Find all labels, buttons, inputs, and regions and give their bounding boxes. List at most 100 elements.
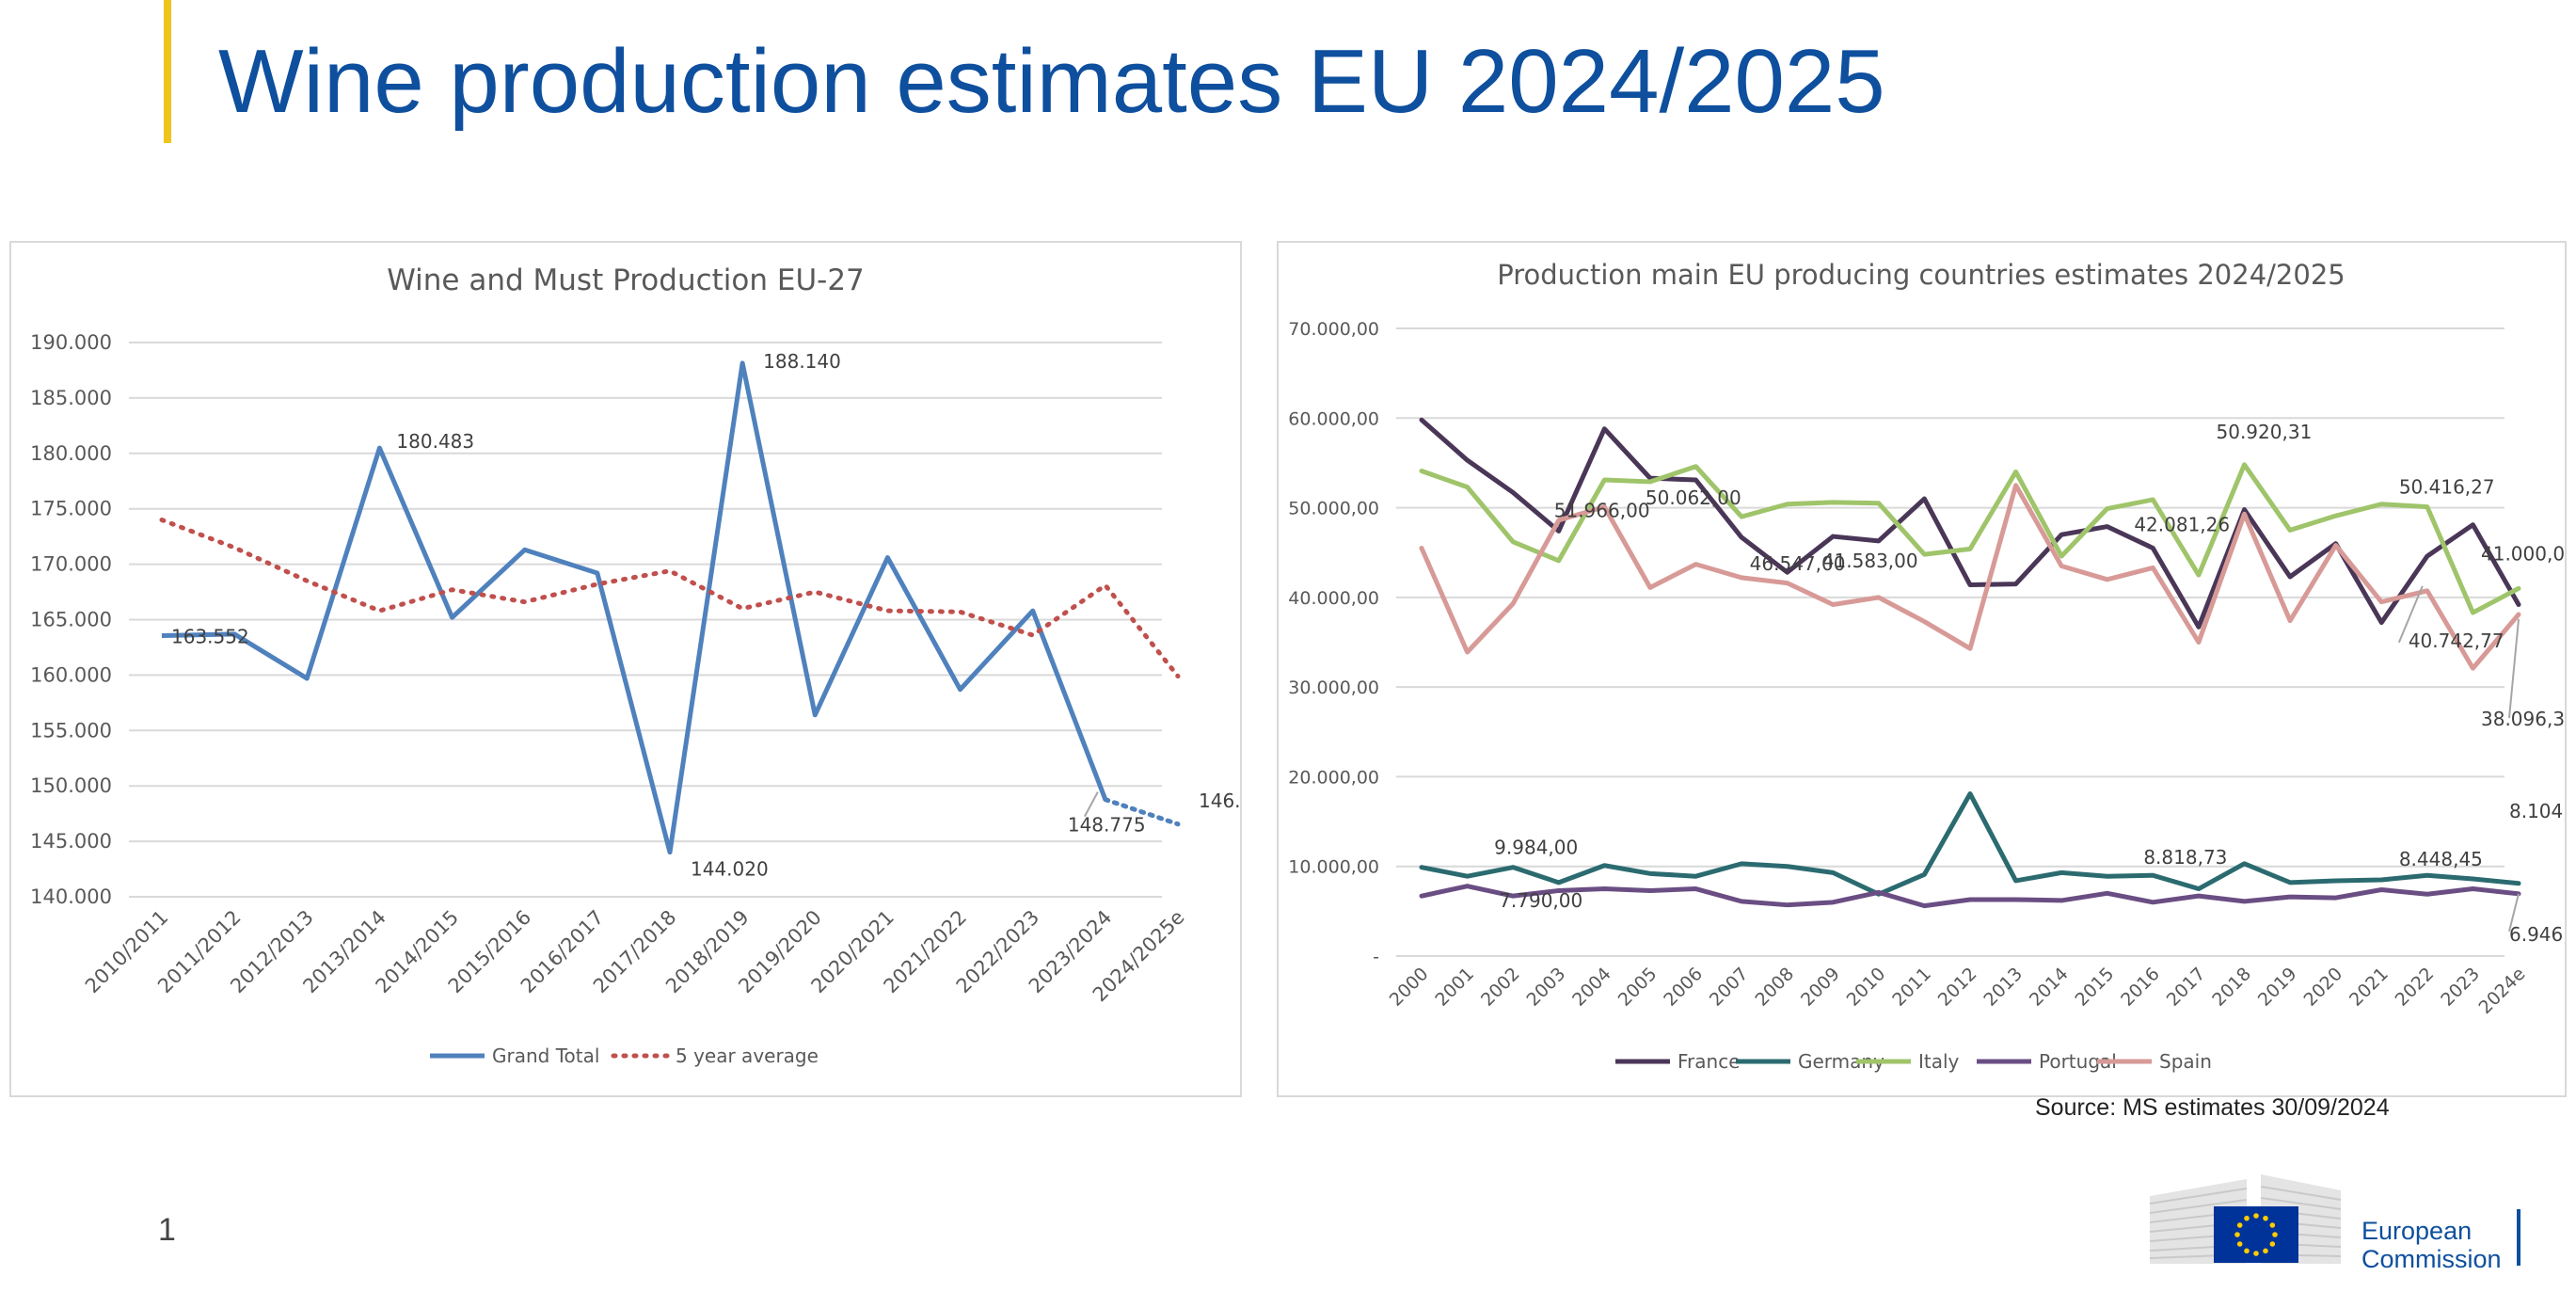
- y-tick-label: 185.000: [30, 387, 112, 409]
- x-tick-label: 2022: [2392, 964, 2439, 1011]
- flag-star: [2244, 1248, 2250, 1254]
- legend-item: France: [1615, 1050, 1741, 1073]
- data-label: 7.790,00: [1499, 889, 1582, 912]
- y-tick-label: 60.000,00: [1288, 408, 1379, 429]
- y-tick-label: 165.000: [30, 609, 112, 631]
- x-tick-label: 2003: [1523, 964, 1570, 1011]
- data-label: 188.140: [763, 350, 841, 373]
- x-tick-label: 2000: [1386, 964, 1433, 1011]
- y-tick-label: 190.000: [30, 331, 112, 354]
- y-tick-label: -: [1373, 947, 1379, 967]
- flag-star: [2272, 1232, 2278, 1237]
- x-tick-label: 2016: [2117, 964, 2164, 1011]
- flag-star: [2236, 1222, 2243, 1228]
- y-tick-label: 145.000: [30, 830, 112, 853]
- legend-label: 5 year average: [676, 1045, 819, 1067]
- data-label: 41.000,00: [2481, 542, 2565, 565]
- legend-label: Grand Total: [492, 1045, 599, 1067]
- logo-text-commission: Commission: [2361, 1245, 2502, 1273]
- data-label: 40.742,77: [2409, 630, 2504, 652]
- eu-production-chart-panel: Wine and Must Production EU-27 140.000 145…: [9, 241, 1242, 1097]
- logo-divider: [2517, 1209, 2520, 1266]
- x-tick-label: 2017: [2163, 964, 2210, 1011]
- x-tick-label: 2020: [2299, 964, 2346, 1011]
- flag-star: [2253, 1251, 2259, 1256]
- x-tick-label: 2019: [2254, 964, 2301, 1011]
- flag-star: [2263, 1248, 2268, 1254]
- european-commission-logo: [2149, 1174, 2520, 1266]
- x-tick-label: 2009: [1797, 964, 1844, 1011]
- flag-star: [2263, 1215, 2268, 1221]
- x-tick-label: 2013: [1980, 964, 2027, 1011]
- x-tick-label: 2001: [1431, 964, 1478, 1011]
- flag-star: [2253, 1213, 2259, 1219]
- data-label: 180.483: [396, 430, 474, 453]
- data-label: 6.946,84: [2509, 923, 2565, 946]
- data-label: 41.583,00: [1822, 550, 1918, 572]
- chart-title: Wine and Must Production EU-27: [387, 263, 865, 297]
- flag-star: [2269, 1222, 2276, 1228]
- data-label: 8.104,50: [2509, 800, 2565, 822]
- flag-star: [2244, 1215, 2250, 1221]
- eu-production-line-chart: Wine and Must Production EU-27 140.000 145…: [30, 263, 1240, 1067]
- y-tick-label: 170.000: [30, 553, 112, 576]
- title-accent-bar: [164, 0, 171, 143]
- data-label: 38.096,30: [2481, 708, 2565, 730]
- chart-title: Production main EU producing countries e…: [1497, 259, 2345, 291]
- legend-label: Spain: [2159, 1050, 2212, 1073]
- y-tick-label: 175.000: [30, 498, 112, 520]
- legend-item: Spain: [2097, 1050, 2212, 1073]
- logo-text-european: European: [2361, 1217, 2473, 1245]
- legend-label: Italy: [1918, 1050, 1960, 1073]
- y-tick-label: 20.000,00: [1288, 767, 1379, 788]
- legend-item: 5 year average: [611, 1045, 819, 1067]
- y-tick-label: 160.000: [30, 663, 112, 686]
- x-tick-label: 2006: [1660, 964, 1707, 1011]
- x-tick-label: 2007: [1706, 964, 1753, 1011]
- x-tick-label: 2002: [1477, 964, 1524, 1011]
- x-tick-label: 2004: [1568, 964, 1615, 1011]
- x-tick-label: 2005: [1614, 964, 1662, 1011]
- series-line-estimate-segment: [1103, 797, 1181, 827]
- legend-item: Grand Total: [430, 1045, 599, 1067]
- source-note: Source: MS estimates 30/09/2024: [2035, 1094, 2390, 1121]
- data-label: 50.920,31: [2217, 421, 2313, 443]
- y-tick-label: 150.000: [30, 774, 112, 797]
- y-tick-label: 50.000,00: [1288, 499, 1379, 519]
- data-label: 8.818,73: [2143, 846, 2227, 869]
- data-label: 51.966,00: [1554, 499, 1650, 521]
- legend-item: Portugal: [1977, 1050, 2117, 1073]
- x-tick-label: 2010: [1843, 964, 1890, 1011]
- data-label: 50.416,27: [2399, 476, 2495, 499]
- series-line-spain: [1419, 483, 2521, 671]
- legend-item: Italy: [1856, 1050, 1960, 1073]
- page-number: 1: [158, 1212, 176, 1248]
- flag-star: [2234, 1232, 2240, 1237]
- series-line-grand-total: [161, 360, 1108, 855]
- label-leader-line: [1083, 791, 1099, 818]
- y-tick-label: 40.000,00: [1288, 588, 1379, 609]
- flag-star: [2236, 1241, 2243, 1247]
- data-label: 9.984,00: [1494, 837, 1578, 859]
- page-title: Wine production estimates EU 2024/2025: [218, 31, 1885, 132]
- country-production-line-chart: Production main EU producing countries e…: [1288, 259, 2565, 1073]
- country-production-chart-panel: Production main EU producing countries e…: [1277, 241, 2567, 1097]
- series-line-portugal: [1419, 884, 2521, 909]
- data-label: 144.020: [691, 858, 769, 881]
- data-label: 163.552: [171, 626, 249, 648]
- series-line-5-year-average: [159, 517, 1181, 679]
- data-label: 42.081,26: [2134, 513, 2230, 535]
- y-tick-label: 10.000,00: [1288, 857, 1379, 878]
- y-tick-label: 155.000: [30, 719, 112, 742]
- data-label: 148.775: [1068, 814, 1146, 837]
- x-tick-label: 2011: [1888, 964, 1935, 1011]
- data-label: 50.062,00: [1646, 487, 1741, 509]
- x-tick-label: 2008: [1751, 964, 1798, 1011]
- flag-star: [2269, 1241, 2276, 1247]
- y-tick-label: 140.000: [30, 885, 112, 908]
- data-label: 8.448,45: [2399, 848, 2483, 870]
- series-line-france: [1419, 417, 2521, 630]
- x-tick-label: 2024e: [2475, 964, 2530, 1018]
- x-tick-label: 2018: [2208, 964, 2255, 1011]
- y-tick-label: 30.000,00: [1288, 678, 1379, 698]
